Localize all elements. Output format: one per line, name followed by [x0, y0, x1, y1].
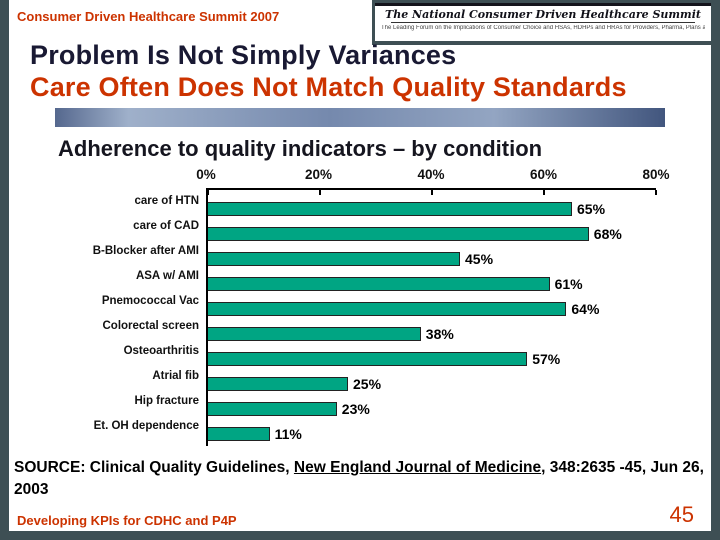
chart-title: Adherence to quality indicators – by con… — [58, 136, 543, 161]
bar-value-label: 61% — [554, 275, 583, 292]
bar-value-label: 57% — [532, 350, 561, 367]
logo-backdrop: The National Consumer Driven Healthcare … — [372, 0, 720, 45]
bar-row: 25% — [208, 371, 656, 396]
bar — [208, 351, 528, 366]
page-number: 45 — [669, 502, 694, 527]
bar-row: 57% — [208, 346, 656, 371]
category-label: Atrial fib — [152, 369, 199, 382]
bar — [208, 201, 572, 216]
source-prefix: SOURCE: Clinical Quality Guidelines, — [14, 459, 294, 476]
footer-left: Developing KPIs for CDHC and P4P — [17, 513, 237, 528]
category-label: Hip fracture — [134, 394, 199, 407]
bar-value-label: 25% — [353, 375, 382, 392]
axis-spacer — [34, 166, 206, 188]
bar-value-label: 45% — [465, 250, 494, 267]
bar-value-label: 11% — [274, 425, 302, 442]
category-label: Colorectal screen — [102, 319, 199, 332]
category-label: Pnemococcal Vac — [101, 294, 199, 307]
x-tick-label: 20% — [304, 167, 333, 182]
x-tick-label: 40% — [417, 167, 445, 182]
chart-body: care of HTN care of CAD B-Blocker after AM… — [34, 188, 657, 446]
source-note: SOURCE: Clinical Quality Guidelines, New… — [14, 457, 708, 500]
slide-frame-bottom — [0, 531, 720, 540]
bar — [208, 401, 337, 416]
bar-row: 68% — [208, 221, 656, 246]
slide-subtitle: Care Often Does Not Match Quality Standa… — [30, 72, 627, 102]
bar — [208, 326, 421, 341]
bar — [208, 251, 460, 266]
x-tick-mark — [543, 190, 545, 195]
x-tick-label: 60% — [529, 167, 558, 182]
category-label: care of HTN — [134, 194, 199, 207]
x-tick-mark — [207, 190, 209, 195]
logo-tagline: The Leading Forum on the Implications of… — [381, 25, 705, 31]
summit-logo: The National Consumer Driven Healthcare … — [375, 3, 711, 41]
category-label: Et. OH dependence — [93, 419, 199, 432]
bar-row: 45% — [208, 246, 656, 271]
source-journal: New England Journal of Medicine — [293, 459, 542, 476]
bar — [208, 376, 348, 391]
bar-row: 38% — [208, 321, 656, 346]
category-label: Osteoarthritis — [123, 344, 199, 357]
category-column: care of HTN care of CAD B-Blocker after AM… — [34, 188, 206, 446]
bar-row: 11% — [208, 421, 656, 446]
category-label: care of CAD — [133, 219, 199, 232]
bar-row: 23% — [208, 396, 656, 421]
bar-value-label: 23% — [341, 400, 370, 417]
bar-value-label: 68% — [593, 225, 622, 242]
x-tick-mark — [655, 190, 657, 195]
plot-area: 65% 68% 45% 61% 64% 38% 57% 25% 23% 11% — [206, 188, 657, 446]
bar — [208, 426, 270, 441]
x-tick-mark — [431, 190, 433, 195]
slide-frame-left — [0, 0, 9, 540]
bar — [208, 276, 550, 291]
title-divider — [55, 108, 665, 127]
bar-row: 64% — [208, 296, 656, 321]
bar-value-label: 38% — [425, 325, 454, 342]
bar-chart: 0% 20% 40% 60% 80% care of HTN care of CAD B-B… — [34, 166, 670, 446]
slide-title: Problem Is Not Simply Variances — [30, 40, 457, 70]
category-label: ASA w/ AMI — [135, 269, 199, 282]
x-tick-label: 80% — [642, 167, 670, 182]
bar-row: 61% — [208, 271, 656, 296]
x-tick-mark — [319, 190, 321, 195]
x-tick-label: 0% — [196, 167, 216, 182]
bar-value-label: 64% — [571, 300, 600, 317]
bar — [208, 226, 589, 241]
source-suffix: , 348:2635 -45, Jun 26, 2003 — [14, 459, 704, 498]
category-label: B-Blocker after AMI — [92, 244, 199, 257]
x-axis-row: 0% 20% 40% 60% 80% — [34, 166, 669, 188]
slide-frame-right — [711, 0, 720, 540]
x-axis-labels: 0% 20% 40% 60% 80% — [196, 166, 669, 188]
bar-value-label: 65% — [577, 200, 606, 217]
bar-row: 65% — [208, 196, 656, 221]
bar — [208, 301, 567, 316]
logo-title: The National Consumer Driven Healthcare … — [385, 8, 701, 21]
header-summit-label: Consumer Driven Healthcare Summit 2007 — [17, 9, 280, 24]
logo-divider — [391, 22, 695, 23]
